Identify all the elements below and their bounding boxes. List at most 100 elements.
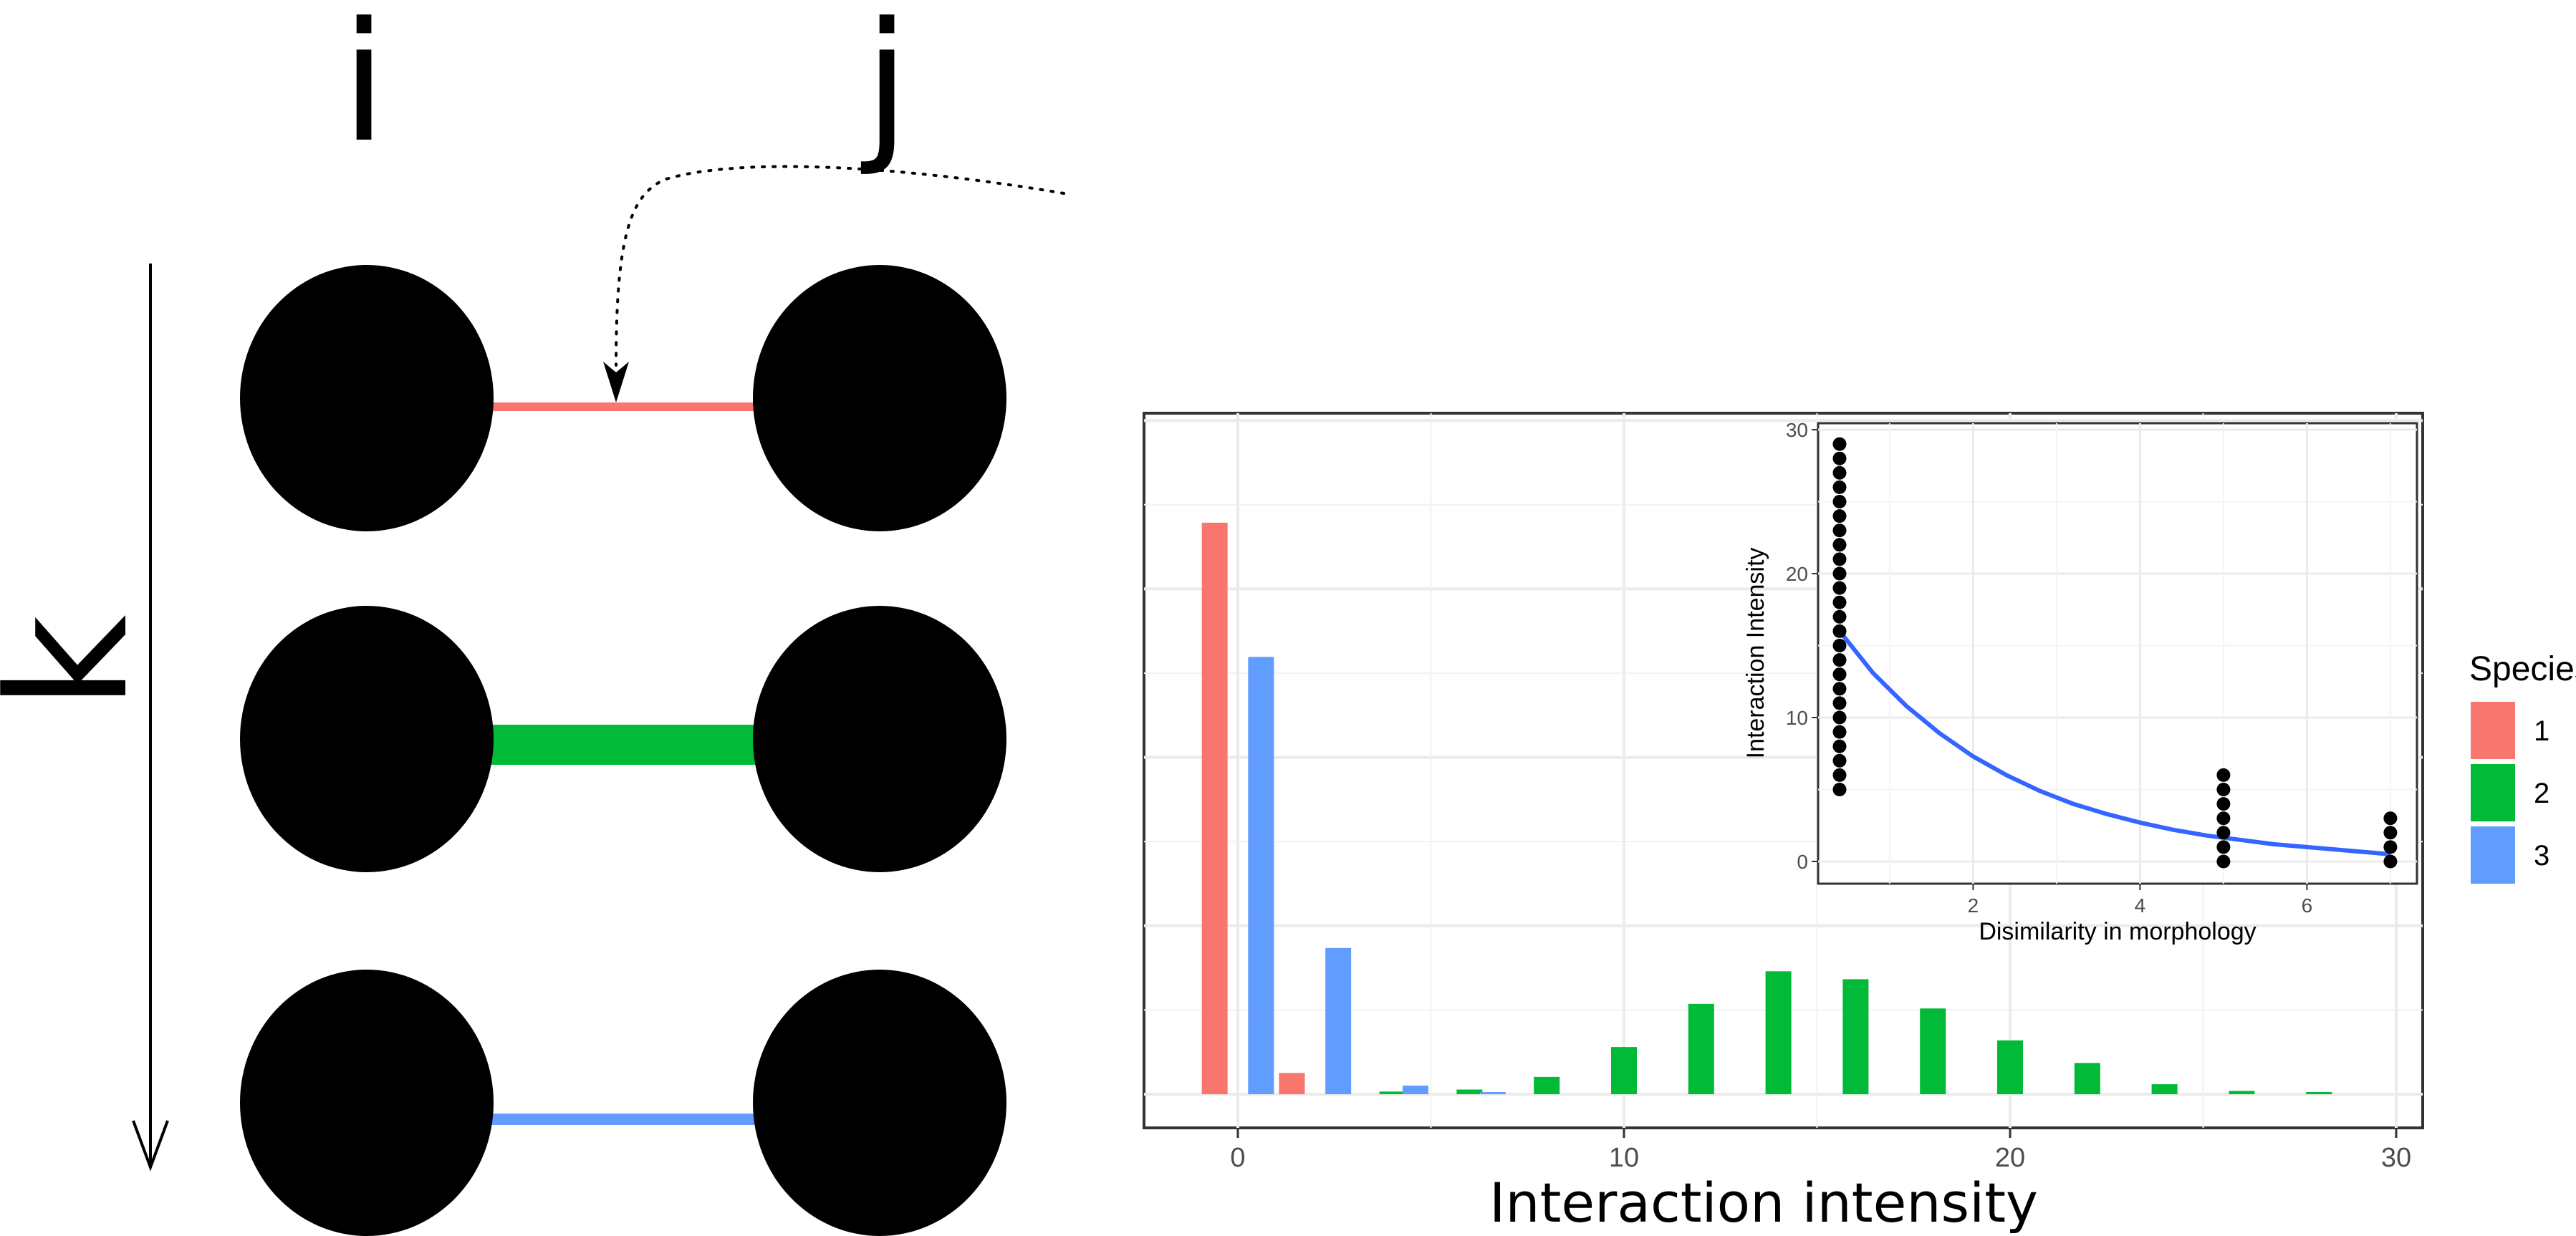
scatter-point	[2383, 854, 2398, 869]
bar-species-2	[1688, 1003, 1714, 1094]
scatter-point	[1832, 437, 1847, 451]
scatter-point	[2216, 826, 2231, 840]
scatter-point	[1832, 495, 1847, 508]
bar-species-2	[1379, 1091, 1405, 1094]
scatter-point	[2216, 811, 2231, 826]
legend-swatch-1	[2471, 702, 2515, 759]
scatter-point	[1832, 739, 1847, 753]
inset-x-tick-label: 2	[1968, 894, 1979, 917]
k-axis-arrowhead	[132, 1120, 169, 1172]
scatter-point	[2383, 811, 2398, 826]
inset-y-tick-label: 30	[1786, 419, 1808, 441]
main-bars	[1201, 522, 2332, 1094]
inset-y-ticks: 0 10 20 30	[1786, 419, 1818, 873]
scatter-point	[1832, 696, 1847, 710]
bar-species-3	[1248, 657, 1274, 1094]
bar-species-2	[1997, 1040, 2023, 1094]
inset-x-axis-title: Disimilarity in morphology	[1979, 918, 2256, 945]
scatter-point	[1832, 609, 1847, 624]
legend-title: Species	[2469, 650, 2576, 688]
inset-fit-curve	[1837, 629, 2391, 856]
scatter-point	[2383, 840, 2398, 854]
fit-line	[1837, 629, 2391, 856]
inset-y-axis-title: Interaction Intensity	[1742, 548, 1769, 759]
node-i-2	[240, 606, 494, 872]
bar-species-3	[1402, 1085, 1428, 1094]
inset-chart: 2 4 6 0 10 20 30 Disimilarity in morphology I…	[1742, 419, 2418, 945]
scatter-point	[1832, 725, 1847, 739]
bar-species-2	[2151, 1084, 2178, 1094]
bar-species-2	[2229, 1091, 2255, 1094]
legend-label-2: 2	[2534, 778, 2549, 809]
bar-species-2	[1920, 1008, 1946, 1094]
inset-points	[1832, 437, 2398, 869]
legend-swatch-3	[2471, 826, 2515, 884]
legend-swatch-2	[2471, 764, 2515, 821]
label-j: j	[860, 0, 910, 179]
node-i-3	[240, 970, 494, 1236]
scatter-point	[1832, 783, 1847, 796]
scatter-point	[1832, 523, 1847, 538]
scatter-point	[1832, 581, 1847, 595]
scatter-point	[2216, 768, 2231, 782]
scatter-point	[2216, 854, 2231, 869]
bar-species-1	[1201, 522, 1228, 1094]
node-j-1	[753, 265, 1006, 531]
main-x-axis-title: Interaction intensity	[1489, 1171, 2038, 1235]
label-i: i	[341, 0, 387, 179]
inset-y-tick-label: 10	[1786, 707, 1808, 729]
label-k: k	[0, 614, 165, 710]
scatter-point	[1832, 509, 1847, 523]
scatter-point	[2216, 840, 2231, 854]
scatter-point	[1832, 465, 1847, 480]
scatter-point	[1832, 710, 1847, 725]
bar-species-1	[1279, 1073, 1305, 1094]
scatter-point	[1832, 451, 1847, 465]
scatter-point	[1832, 595, 1847, 609]
node-j-2	[753, 606, 1006, 872]
scatter-point	[1832, 753, 1847, 768]
scatter-point	[1832, 552, 1847, 566]
inset-plot-panel	[1817, 422, 2418, 885]
bar-species-2	[1611, 1047, 1637, 1094]
network-diagram: i j k	[0, 0, 1065, 1236]
scatter-point	[1832, 667, 1847, 682]
main-x-tick-label: 0	[1230, 1143, 1245, 1173]
scatter-point	[1832, 480, 1847, 494]
bar-species-2	[1842, 979, 1869, 1094]
legend-label-1: 1	[2534, 715, 2549, 747]
bar-species-2	[2074, 1063, 2100, 1094]
scatter-point	[1832, 653, 1847, 667]
inset-y-tick-label: 0	[1797, 851, 1808, 873]
scatter-point	[1832, 639, 1847, 652]
legend-entries: 1 2 3	[2471, 702, 2549, 884]
node-j-3	[753, 970, 1006, 1236]
inset-x-ticks: 2 4 6	[1968, 884, 2313, 917]
inset-x-tick-label: 6	[2302, 894, 2313, 917]
bar-species-2	[1456, 1089, 1483, 1094]
inset-y-tick-label: 20	[1786, 563, 1808, 585]
node-i-1	[240, 265, 494, 531]
scatter-point	[1832, 682, 1847, 696]
legend-label-3: 3	[2534, 840, 2549, 872]
main-x-tick-label: 20	[1995, 1143, 2025, 1173]
scatter-point	[2216, 797, 2231, 811]
scatter-point	[2216, 783, 2231, 796]
bar-species-2	[2306, 1092, 2332, 1094]
scatter-point	[1832, 624, 1847, 638]
bar-species-3	[1479, 1092, 1506, 1094]
inset-x-tick-label: 4	[2135, 894, 2146, 917]
bar-species-2	[1765, 971, 1792, 1094]
main-x-tick-label: 30	[2381, 1143, 2411, 1173]
scatter-point	[1832, 566, 1847, 581]
main-x-ticks: 0 10 20 30	[1230, 1128, 2411, 1173]
bar-species-2	[1534, 1076, 1560, 1094]
scatter-point	[2383, 826, 2398, 840]
scatter-point	[1832, 538, 1847, 552]
bar-species-3	[1325, 947, 1352, 1094]
dotted-arrowhead	[603, 362, 629, 402]
main-x-tick-label: 10	[1609, 1143, 1639, 1173]
scatter-point	[1832, 768, 1847, 782]
legend: Species 1 2 3	[2469, 650, 2576, 884]
